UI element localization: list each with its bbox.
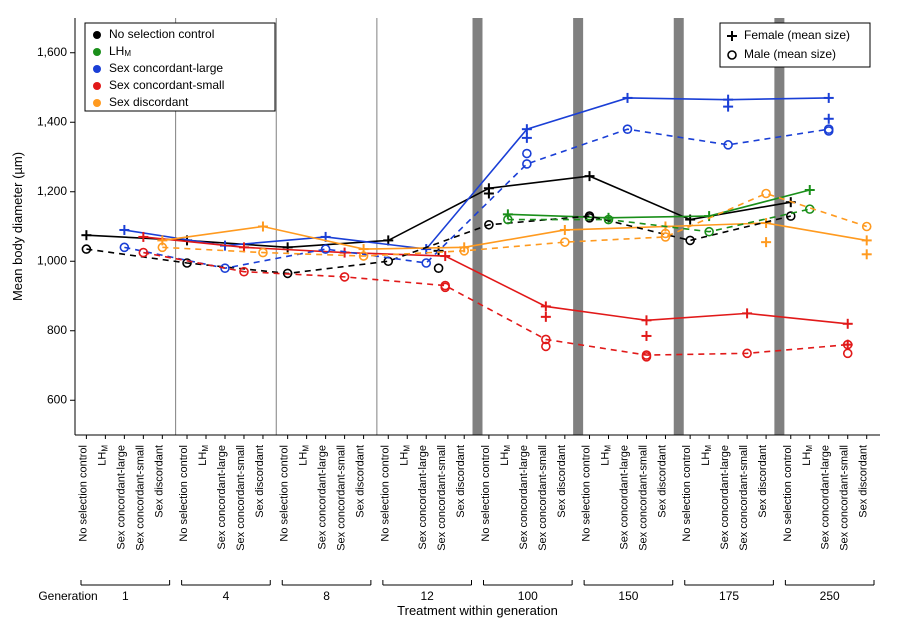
legend-label: Male (mean size) <box>744 47 836 61</box>
x-category-label: No selection control <box>279 445 291 542</box>
x-category-label: Sex concordant-large <box>417 445 429 550</box>
x-axis-label: Treatment within generation <box>397 603 558 618</box>
x-category-label: Sex discordant <box>455 445 467 518</box>
x-category-label: No selection control <box>480 445 492 542</box>
x-category-label: LHM <box>197 445 210 466</box>
x-category-label: Sex discordant <box>556 445 568 518</box>
x-category-label: No selection control <box>782 445 794 542</box>
x-category-label: Sex concordant-small <box>537 445 549 551</box>
x-category-label: Sex concordant-small <box>235 445 247 551</box>
x-category-label: LHM <box>398 445 411 466</box>
x-category-label: Sex concordant-large <box>317 445 329 550</box>
legend-dot <box>93 82 101 90</box>
generation-label: 8 <box>323 589 330 603</box>
generation-label: 1 <box>122 589 129 603</box>
x-category-label: Sex concordant-large <box>719 445 731 550</box>
legend-dot <box>93 65 101 73</box>
y-tick-label: 800 <box>47 323 67 337</box>
y-axis-label: Mean body diameter (µm) <box>10 152 25 301</box>
legend-dot <box>93 48 101 56</box>
x-category-label: No selection control <box>681 445 693 542</box>
y-tick-label: 600 <box>47 392 67 406</box>
x-category-label: Sex concordant-small <box>134 445 146 551</box>
legend-label: Sex concordant-small <box>109 78 224 92</box>
x-category-label: LHM <box>499 445 512 466</box>
x-category-label: Sex concordant-large <box>820 445 832 550</box>
x-category-label: Sex discordant <box>355 445 367 518</box>
legend-dot <box>93 99 101 107</box>
x-category-label: LHM <box>298 445 311 466</box>
legend-label: Sex discordant <box>109 95 189 109</box>
generation-label: 4 <box>223 589 230 603</box>
x-category-label: LHM <box>801 445 814 466</box>
x-category-label: No selection control <box>379 445 391 542</box>
x-category-label: Sex concordant-large <box>618 445 630 550</box>
generation-label: 175 <box>719 589 739 603</box>
x-category-label: No selection control <box>178 445 190 542</box>
x-category-label: Sex discordant <box>858 445 870 518</box>
x-category-label: Sex discordant <box>757 445 769 518</box>
legend-dot <box>93 31 101 39</box>
x-category-label: LHM <box>600 445 613 466</box>
y-tick-label: 1,600 <box>37 45 67 59</box>
x-category-label: Sex concordant-small <box>436 445 448 551</box>
generation-label: 250 <box>820 589 840 603</box>
x-category-label: Sex concordant-small <box>336 445 348 551</box>
x-category-label: Sex concordant-small <box>637 445 649 551</box>
x-category-label: Sex discordant <box>153 445 165 518</box>
x-category-label: Sex concordant-small <box>839 445 851 551</box>
x-category-label: Sex discordant <box>656 445 668 518</box>
x-category-label: No selection control <box>77 445 89 542</box>
x-category-label: Sex concordant-large <box>115 445 127 550</box>
x-category-label: LHM <box>700 445 713 466</box>
y-tick-label: 1,000 <box>37 253 67 267</box>
y-tick-label: 1,400 <box>37 114 67 128</box>
x-category-label: LHM <box>96 445 109 466</box>
generation-title: Generation <box>38 589 97 603</box>
y-tick-label: 1,200 <box>37 184 67 198</box>
generation-label: 100 <box>518 589 538 603</box>
x-category-label: Sex concordant-large <box>518 445 530 550</box>
legend-label: Female (mean size) <box>744 28 850 42</box>
legend-label: No selection control <box>109 27 214 41</box>
x-category-label: Sex discordant <box>254 445 266 518</box>
x-category-label: No selection control <box>581 445 593 542</box>
legend-label: Sex concordant-large <box>109 61 223 75</box>
generation-label: 12 <box>421 589 435 603</box>
x-category-label: Sex concordant-small <box>738 445 750 551</box>
x-category-label: Sex concordant-large <box>216 445 228 550</box>
group-separator-thick <box>473 18 483 435</box>
group-separator-thick <box>573 18 583 435</box>
generation-label: 150 <box>618 589 638 603</box>
